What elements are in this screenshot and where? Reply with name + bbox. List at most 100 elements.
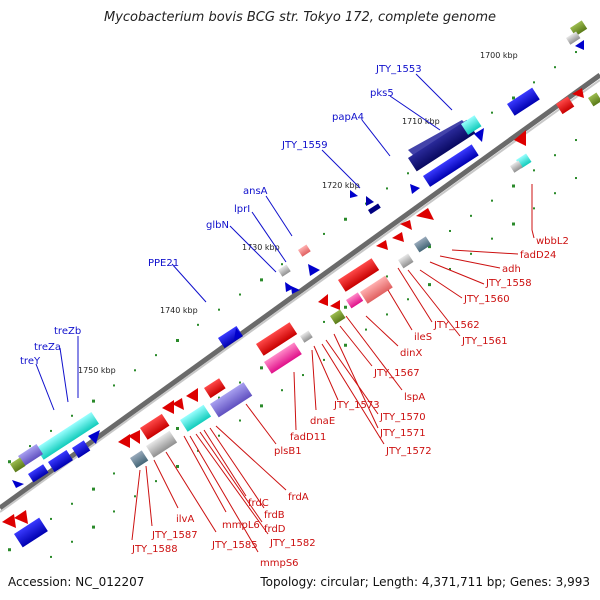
- svg-text:adh: adh: [502, 264, 521, 275]
- svg-text:frdD: frdD: [264, 524, 286, 535]
- gene-label-jty-1588: JTY_1588: [131, 469, 178, 555]
- forward-gene-labels: JTY_1553 pks5 papA4 JTY_1559 ansA lprI g…: [20, 64, 453, 411]
- gene-arrow: [350, 190, 358, 198]
- svg-text:mmpS6: mmpS6: [260, 558, 299, 569]
- gene-label-frda: frdA: [215, 425, 309, 503]
- tick-mark: [50, 555, 52, 558]
- forward-strand-genes: [10, 20, 588, 548]
- scale-label-1730: 1730 kbp: [242, 243, 280, 252]
- accession-label: Accession: NC_012207: [8, 575, 145, 589]
- gene-arrow: [366, 196, 374, 206]
- gene-block: [72, 440, 91, 459]
- gene-block: [368, 203, 381, 215]
- svg-text:JTY_1587: JTY_1587: [151, 530, 198, 541]
- gene-label-pks5: pks5: [370, 88, 441, 131]
- tick-mark: [365, 328, 367, 331]
- svg-text:JTY_1558: JTY_1558: [485, 278, 532, 289]
- tick-mark: [428, 283, 431, 287]
- tick-mark: [323, 232, 325, 235]
- svg-text:ileS: ileS: [414, 332, 432, 343]
- tick-mark: [491, 237, 493, 240]
- svg-text:fadD24: fadD24: [520, 250, 556, 261]
- tick-mark: [71, 540, 73, 543]
- gene-block: [570, 20, 588, 37]
- gene-label-jty-1587: JTY_1587: [145, 465, 198, 541]
- tick-mark: [176, 338, 179, 342]
- tick-mark: [218, 434, 220, 437]
- tick-mark: [260, 404, 263, 408]
- tick-mark: [554, 66, 556, 69]
- gene-block: [264, 342, 302, 374]
- svg-text:ilvA: ilvA: [176, 514, 194, 525]
- tick-mark: [71, 502, 73, 505]
- gene-block: [461, 115, 482, 135]
- tick-mark: [407, 172, 409, 175]
- tick-mark: [449, 229, 451, 232]
- tick-mark: [176, 426, 179, 430]
- gene-arrow: [318, 294, 328, 306]
- svg-text:JTY_1561: JTY_1561: [461, 336, 508, 347]
- reverse-strand-genes: [2, 88, 600, 528]
- svg-text:JTY_1570: JTY_1570: [379, 412, 426, 423]
- tick-mark: [92, 487, 95, 491]
- gene-arrow: [392, 232, 404, 242]
- svg-text:treZa: treZa: [34, 342, 61, 353]
- svg-text:lspA: lspA: [404, 392, 425, 403]
- tick-mark: [470, 214, 472, 217]
- gene-arrow: [330, 300, 340, 310]
- gene-arrow: [2, 514, 16, 528]
- gene-block: [48, 450, 73, 473]
- svg-text:fadD11: fadD11: [290, 432, 326, 443]
- gene-arrow: [234, 328, 242, 340]
- tick-mark: [113, 384, 115, 387]
- gene-label-lpri: lprI: [234, 204, 287, 263]
- gene-label-jty-1562: JTY_1562: [397, 267, 480, 331]
- gene-block: [346, 292, 364, 309]
- tick-mark: [533, 207, 535, 210]
- gene-block: [140, 413, 170, 440]
- tick-mark: [155, 480, 157, 483]
- gene-label-jty-1559: JTY_1559: [281, 140, 361, 189]
- gene-arrow: [308, 264, 320, 276]
- tick-mark: [29, 445, 31, 448]
- scale-label-1700: 1700 kbp: [480, 51, 518, 60]
- tick-mark: [92, 399, 95, 403]
- gene-label-plsb1: plsB1: [245, 403, 302, 457]
- tick-mark: [134, 369, 136, 372]
- tick-mark: [92, 525, 95, 529]
- gene-label-jty-1582: JTY_1582: [195, 433, 316, 549]
- gene-block: [408, 119, 476, 172]
- genome-backbone: [0, 72, 600, 513]
- gene-label-iles: ileS: [387, 289, 432, 343]
- gene-arrow: [186, 388, 198, 402]
- svg-text:frdB: frdB: [264, 510, 285, 521]
- tick-mark: [323, 358, 325, 361]
- gene-arrow: [400, 220, 412, 230]
- gene-arrow: [410, 184, 420, 194]
- svg-text:frdC: frdC: [248, 498, 269, 509]
- gene-arrow: [575, 40, 584, 50]
- tick-mark: [533, 81, 535, 84]
- gene-block: [423, 144, 479, 187]
- tick-mark: [71, 414, 73, 417]
- gene-label-trezb: treZb: [54, 326, 81, 398]
- gene-block: [256, 322, 298, 356]
- reverse-gene-labels: wbbL2 fadD24 adh JTY_1558 JTY_1560 JTY_1…: [131, 184, 569, 569]
- tick-mark: [386, 187, 388, 190]
- gene-label-treza: treZa: [34, 342, 69, 403]
- gene-block: [278, 264, 291, 277]
- tick-mark: [428, 245, 431, 249]
- tick-mark: [512, 222, 515, 226]
- svg-text:ansA: ansA: [243, 186, 268, 197]
- tick-mark: [281, 389, 283, 392]
- scale-label-1720: 1720 kbp: [322, 181, 360, 190]
- gene-arrow: [128, 430, 140, 444]
- svg-text:treZb: treZb: [54, 326, 81, 337]
- gene-label-ilva: ilvA: [153, 459, 194, 525]
- gene-label-papa4: papA4: [332, 112, 391, 157]
- tick-mark: [239, 293, 241, 296]
- svg-text:JTY_1573: JTY_1573: [333, 400, 380, 411]
- svg-text:dinX: dinX: [400, 348, 422, 359]
- gene-block: [300, 330, 313, 343]
